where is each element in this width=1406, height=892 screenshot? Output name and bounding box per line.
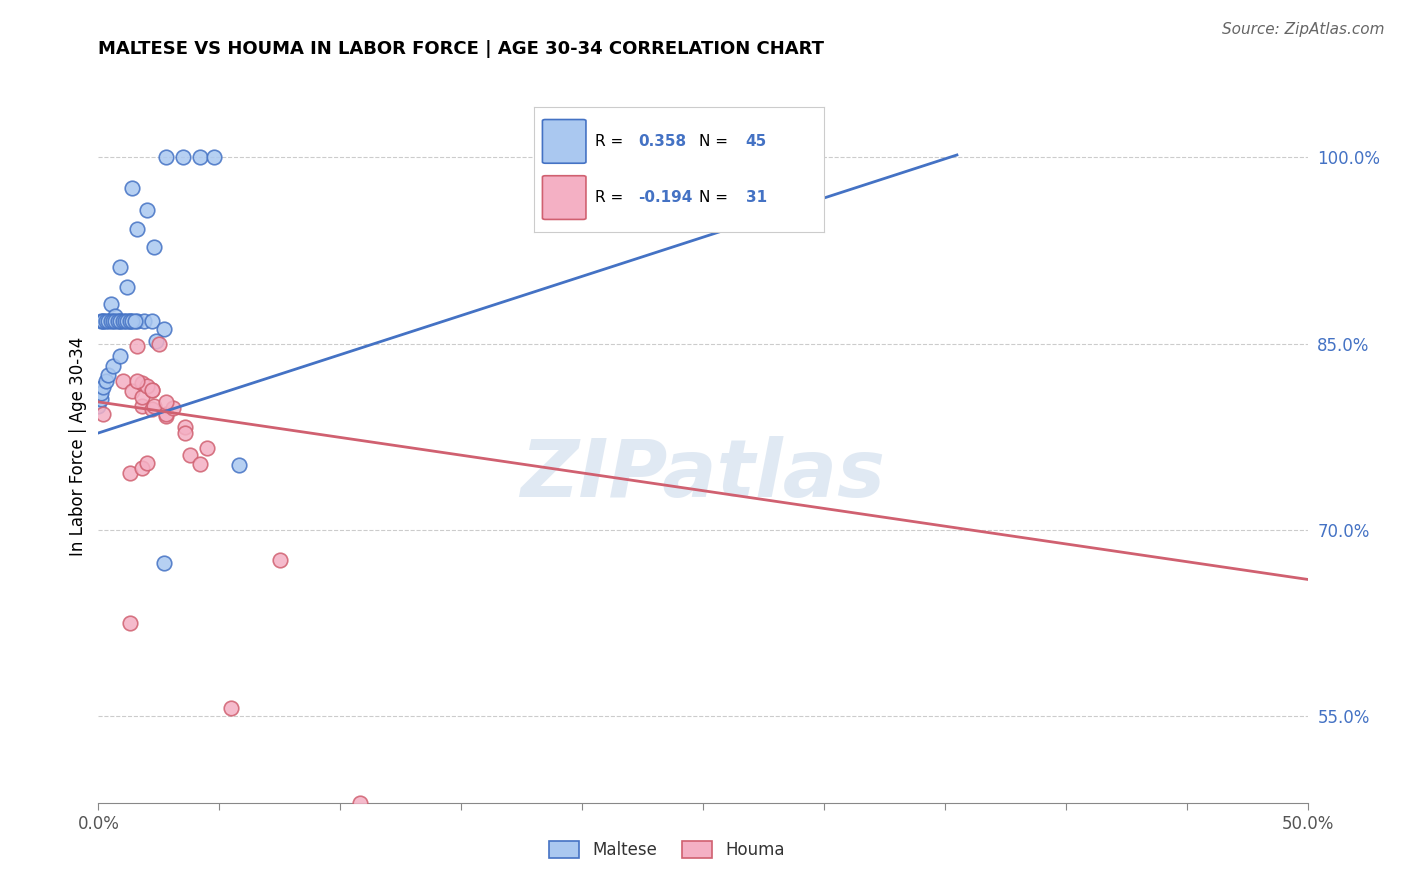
- Point: [204, 151, 226, 165]
- Point: [94, 314, 117, 328]
- Point: [91, 408, 114, 422]
- Point: [100, 314, 122, 328]
- Point: [91, 314, 114, 328]
- Point: [91, 380, 114, 394]
- Point: [101, 314, 124, 328]
- Point: [91, 314, 114, 328]
- Legend: Maltese, Houma: Maltese, Houma: [543, 834, 792, 866]
- Point: [155, 409, 177, 423]
- Point: [97, 314, 120, 328]
- Point: [118, 615, 141, 630]
- Point: [131, 399, 153, 413]
- Point: [108, 314, 131, 328]
- Point: [127, 374, 149, 388]
- Point: [155, 151, 177, 165]
- Point: [108, 349, 131, 363]
- Point: [174, 425, 197, 440]
- Point: [134, 314, 156, 328]
- Point: [152, 556, 174, 570]
- Point: [127, 314, 149, 328]
- Point: [152, 322, 174, 336]
- Point: [101, 359, 124, 373]
- Point: [118, 314, 141, 328]
- Y-axis label: In Labor Force | Age 30-34: In Labor Force | Age 30-34: [69, 336, 87, 556]
- Point: [143, 240, 166, 254]
- Point: [141, 402, 163, 417]
- Point: [148, 336, 170, 351]
- Point: [111, 314, 134, 328]
- Point: [94, 374, 117, 388]
- Point: [145, 334, 167, 348]
- Point: [100, 297, 122, 311]
- Point: [131, 460, 153, 475]
- Point: [141, 383, 163, 397]
- Text: ZIPatlas: ZIPatlas: [520, 435, 886, 514]
- Point: [172, 151, 194, 165]
- Point: [91, 827, 114, 841]
- Point: [118, 466, 141, 480]
- Point: [188, 457, 211, 471]
- Point: [90, 314, 112, 328]
- Point: [90, 386, 112, 401]
- Point: [131, 376, 153, 391]
- Point: [107, 314, 129, 328]
- Point: [127, 339, 149, 353]
- Point: [118, 314, 141, 328]
- Point: [349, 796, 371, 810]
- Point: [127, 222, 149, 236]
- Point: [221, 701, 243, 715]
- Point: [155, 395, 177, 409]
- Point: [108, 314, 131, 328]
- Point: [135, 456, 157, 470]
- Point: [121, 314, 143, 328]
- Point: [141, 383, 163, 397]
- Point: [117, 279, 139, 293]
- Point: [90, 392, 112, 407]
- Point: [162, 401, 184, 416]
- Point: [188, 151, 211, 165]
- Point: [135, 379, 157, 393]
- Text: MALTESE VS HOUMA IN LABOR FORCE | AGE 30-34 CORRELATION CHART: MALTESE VS HOUMA IN LABOR FORCE | AGE 30…: [98, 40, 824, 58]
- Point: [104, 310, 127, 324]
- Point: [141, 314, 163, 328]
- Point: [195, 441, 218, 455]
- Point: [135, 202, 157, 217]
- Text: Source: ZipAtlas.com: Source: ZipAtlas.com: [1222, 22, 1385, 37]
- Point: [114, 314, 136, 328]
- Point: [155, 408, 177, 422]
- Point: [143, 399, 166, 413]
- Point: [269, 552, 291, 566]
- Point: [228, 458, 250, 473]
- Point: [87, 399, 110, 413]
- Point: [121, 181, 143, 195]
- Point: [121, 384, 143, 398]
- Point: [124, 314, 146, 328]
- Point: [174, 419, 197, 434]
- Point: [179, 448, 201, 462]
- Point: [108, 260, 131, 274]
- Point: [131, 390, 153, 404]
- Point: [97, 368, 120, 382]
- Point: [117, 314, 139, 328]
- Point: [111, 374, 134, 388]
- Point: [104, 314, 127, 328]
